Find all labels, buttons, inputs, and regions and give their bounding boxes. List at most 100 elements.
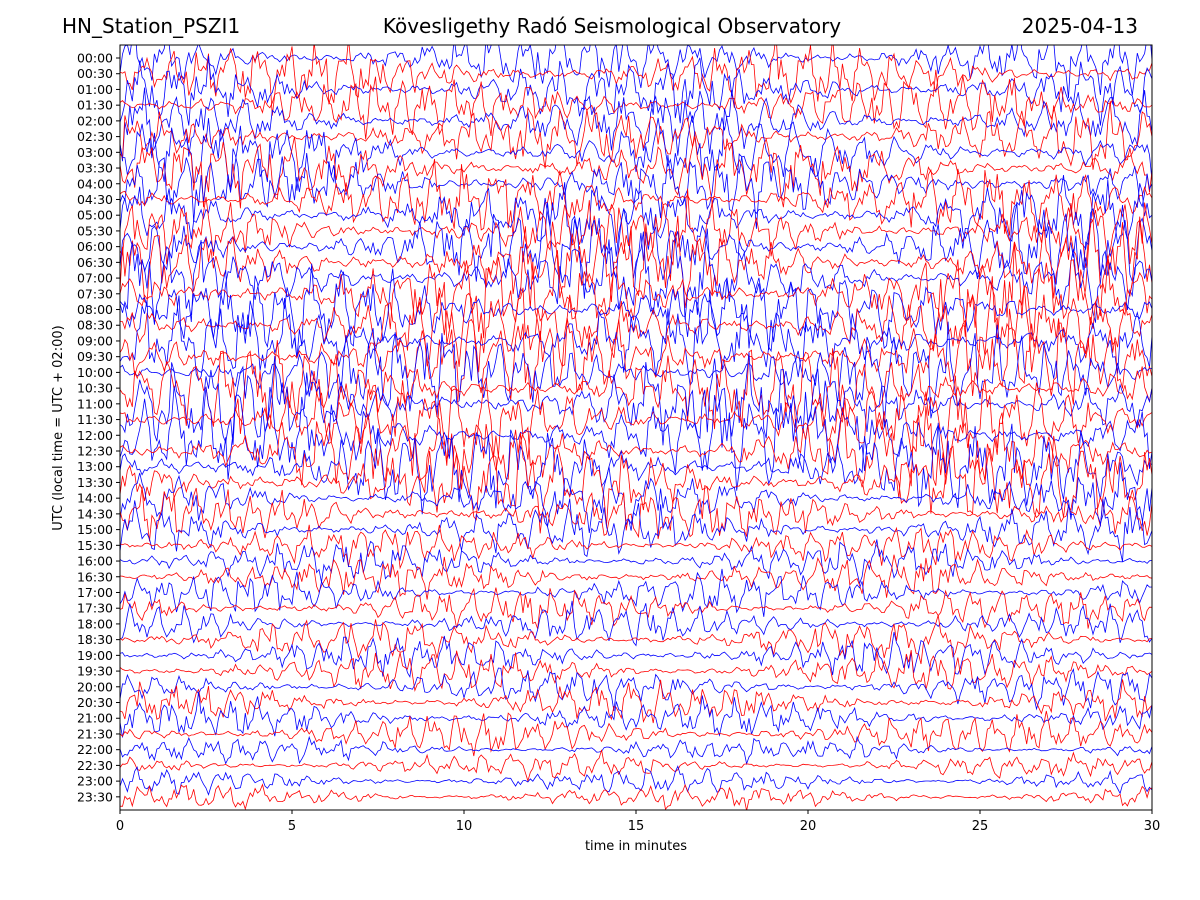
y-tick-label: 21:00 xyxy=(77,711,113,726)
trace-0400 xyxy=(120,148,1152,229)
y-tick-label: 07:00 xyxy=(77,271,113,286)
station-label: HN_Station_PSZI1 xyxy=(62,14,241,38)
y-tick-label: 15:30 xyxy=(77,538,113,553)
trace-1230 xyxy=(120,400,1152,499)
trace-1530 xyxy=(120,524,1152,570)
y-tick-label: 20:00 xyxy=(77,679,113,694)
y-tick-label: 23:30 xyxy=(77,789,113,804)
y-tick-label: 13:30 xyxy=(77,475,113,490)
trace-1730 xyxy=(120,587,1152,630)
y-tick-label: 17:00 xyxy=(77,585,113,600)
y-tick-label: 14:00 xyxy=(77,491,113,506)
trace-2200 xyxy=(120,735,1152,766)
y-tick-label: 18:30 xyxy=(77,632,113,647)
trace-0100 xyxy=(120,55,1152,126)
y-tick-label: 13:00 xyxy=(77,459,113,474)
y-tick-label: 10:30 xyxy=(77,381,113,396)
trace-1030 xyxy=(120,340,1152,434)
trace-0700 xyxy=(120,228,1152,325)
y-tick-label: 06:30 xyxy=(77,255,113,270)
y-tick-label: 08:00 xyxy=(77,302,113,317)
trace-0030 xyxy=(120,45,1152,116)
y-tick-label: 03:00 xyxy=(77,145,113,160)
y-tick-label: 22:00 xyxy=(77,742,113,757)
y-tick-label: 22:30 xyxy=(77,758,113,773)
y-tick-label: 12:30 xyxy=(77,444,113,459)
date-label: 2025-04-13 xyxy=(1021,14,1138,38)
y-tick-label: 15:00 xyxy=(77,522,113,537)
y-tick-label: 16:00 xyxy=(77,554,113,569)
y-tick-label: 23:00 xyxy=(77,774,113,789)
trace-1000 xyxy=(120,321,1152,427)
y-tick-label: 05:30 xyxy=(77,223,113,238)
trace-1300 xyxy=(120,422,1152,515)
x-tick-label: 5 xyxy=(288,819,296,834)
trace-0300 xyxy=(120,108,1152,191)
x-axis-ticks: 0 5 10 15 20 25 30 xyxy=(116,810,1160,834)
x-tick-label: 10 xyxy=(456,819,473,834)
y-tick-label: 18:00 xyxy=(77,616,113,631)
trace-1930 xyxy=(120,649,1152,692)
y-tick-label: 08:30 xyxy=(77,318,113,333)
x-tick-label: 20 xyxy=(800,819,817,834)
y-tick-label: 09:30 xyxy=(77,349,113,364)
y-tick-label: 06:00 xyxy=(77,239,113,254)
trace-1630 xyxy=(120,554,1152,600)
trace-1600 xyxy=(120,539,1152,585)
trace-0330 xyxy=(120,136,1152,209)
trace-2100 xyxy=(120,691,1152,738)
trace-2030 xyxy=(120,679,1152,724)
y-tick-label: 20:30 xyxy=(77,695,113,710)
trace-0530 xyxy=(120,188,1152,269)
y-tick-label: 07:30 xyxy=(77,286,113,301)
y-tick-label: 16:30 xyxy=(77,569,113,584)
trace-group xyxy=(120,45,1152,810)
x-tick-label: 25 xyxy=(972,819,989,834)
y-tick-label: 11:00 xyxy=(77,396,113,411)
trace-0000 xyxy=(120,45,1152,99)
y-tick-label: 19:00 xyxy=(77,648,113,663)
trace-1700 xyxy=(120,568,1152,617)
y-tick-label: 02:00 xyxy=(77,113,113,128)
trace-0500 xyxy=(120,174,1152,257)
y-tick-label: 00:00 xyxy=(77,51,113,66)
trace-2300 xyxy=(120,765,1152,796)
y-tick-label: 01:30 xyxy=(77,98,113,113)
trace-1500 xyxy=(120,498,1152,562)
trace-2230 xyxy=(120,749,1152,783)
trace-1200 xyxy=(120,386,1152,491)
x-axis-label: time in minutes xyxy=(585,839,687,854)
x-tick-label: 30 xyxy=(1144,819,1161,834)
trace-1100 xyxy=(120,352,1152,446)
trace-1130 xyxy=(120,375,1152,469)
trace-0930 xyxy=(120,308,1152,405)
trace-1330 xyxy=(120,432,1152,534)
trace-1900 xyxy=(120,631,1152,679)
trace-2000 xyxy=(120,667,1152,712)
y-tick-label: 12:00 xyxy=(77,428,113,443)
trace-0830 xyxy=(120,276,1152,373)
y-axis-ticks: 00:0000:3001:0001:3002:0002:3003:0003:30… xyxy=(77,51,120,804)
y-tick-label: 19:30 xyxy=(77,664,113,679)
trace-0200 xyxy=(120,87,1152,162)
y-tick-label: 09:00 xyxy=(77,333,113,348)
y-tick-label: 04:00 xyxy=(77,176,113,191)
trace-0800 xyxy=(120,263,1152,359)
y-tick-label: 03:30 xyxy=(77,161,113,176)
y-axis-label: UTC (local time = UTC + 02:00) xyxy=(51,325,66,530)
x-tick-label: 0 xyxy=(116,819,124,834)
trace-0630 xyxy=(120,215,1152,309)
y-tick-label: 21:30 xyxy=(77,726,113,741)
observatory-title: Kövesligethy Radó Seismological Observat… xyxy=(382,14,842,38)
trace-0430 xyxy=(120,158,1152,237)
y-tick-label: 11:30 xyxy=(77,412,113,427)
y-tick-label: 05:00 xyxy=(77,208,113,223)
trace-1430 xyxy=(120,484,1152,542)
y-tick-label: 04:30 xyxy=(77,192,113,207)
trace-1800 xyxy=(120,600,1152,647)
x-tick-label: 15 xyxy=(628,819,645,834)
y-tick-label: 00:30 xyxy=(77,66,113,81)
y-tick-label: 14:30 xyxy=(77,506,113,521)
y-tick-label: 01:00 xyxy=(77,82,113,97)
